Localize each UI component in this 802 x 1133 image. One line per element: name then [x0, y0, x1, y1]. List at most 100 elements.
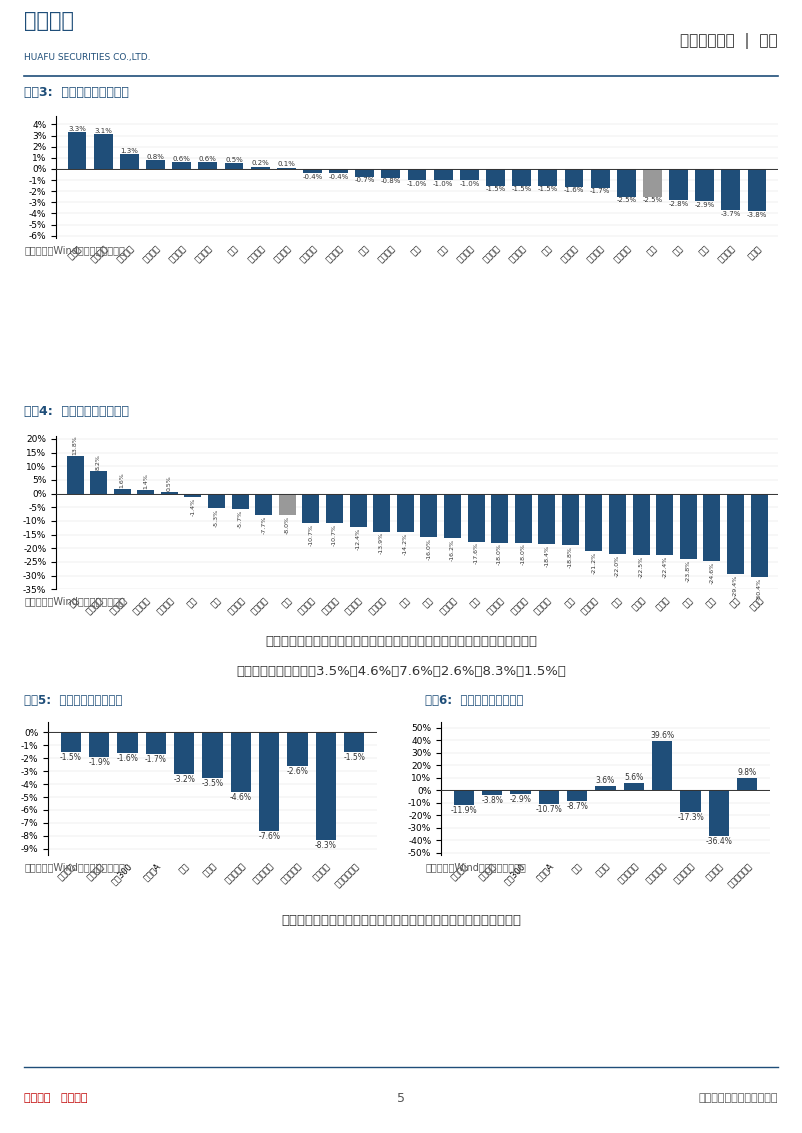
Bar: [460, 169, 479, 180]
Bar: [350, 494, 367, 528]
Text: -1.0%: -1.0%: [433, 180, 453, 187]
Text: -2.6%: -2.6%: [286, 767, 309, 776]
Text: -17.6%: -17.6%: [473, 543, 479, 564]
Bar: [198, 162, 217, 169]
Text: 0.5%: 0.5%: [167, 476, 172, 492]
Text: -1.5%: -1.5%: [485, 186, 505, 193]
Bar: [146, 160, 165, 169]
Bar: [643, 169, 662, 197]
Bar: [146, 732, 166, 755]
Bar: [727, 494, 744, 573]
Bar: [90, 471, 107, 494]
Text: -8.3%: -8.3%: [315, 841, 337, 850]
Text: -1.9%: -1.9%: [88, 758, 110, 767]
Text: -2.5%: -2.5%: [616, 197, 636, 203]
Text: 0.5%: 0.5%: [225, 156, 243, 163]
Bar: [538, 169, 557, 186]
Text: -0.4%: -0.4%: [302, 174, 322, 180]
Text: 图表6:  子板块年涨跌幅对比: 图表6: 子板块年涨跌幅对比: [425, 693, 524, 707]
Text: -1.0%: -1.0%: [407, 180, 427, 187]
Text: -1.6%: -1.6%: [564, 187, 584, 194]
Bar: [208, 494, 225, 508]
Text: -16.2%: -16.2%: [450, 538, 455, 561]
Bar: [225, 163, 243, 169]
Text: -1.5%: -1.5%: [343, 752, 365, 761]
Bar: [344, 732, 364, 751]
Text: -24.6%: -24.6%: [710, 562, 715, 583]
Text: 行业定期报告  |  汽车: 行业定期报告 | 汽车: [680, 33, 778, 49]
Text: -1.0%: -1.0%: [460, 180, 480, 187]
Text: -36.4%: -36.4%: [706, 837, 732, 846]
Text: 3.1%: 3.1%: [95, 128, 112, 134]
Bar: [67, 133, 87, 169]
Text: 39.6%: 39.6%: [650, 731, 674, 740]
Bar: [515, 494, 532, 543]
Bar: [539, 791, 559, 803]
Text: -1.7%: -1.7%: [145, 756, 167, 765]
Bar: [562, 494, 579, 545]
Text: 摩托车及其他分别下跌3.5%、4.6%、7.6%、2.6%、8.3%、1.5%。: 摩托车及其他分别下跌3.5%、4.6%、7.6%、2.6%、8.3%、1.5%。: [236, 665, 566, 679]
Text: 3.6%: 3.6%: [596, 776, 615, 785]
Bar: [567, 791, 587, 801]
Bar: [512, 169, 531, 186]
Text: 8.2%: 8.2%: [96, 454, 101, 470]
Text: -23.8%: -23.8%: [686, 560, 691, 581]
Text: -3.5%: -3.5%: [201, 778, 224, 787]
Bar: [669, 169, 688, 201]
Text: -13.9%: -13.9%: [379, 533, 384, 554]
Text: 数据来源：Wind、华福证券研究所: 数据来源：Wind、华福证券研究所: [24, 246, 125, 255]
Text: 诚信专业   发现价值: 诚信专业 发现价值: [24, 1093, 87, 1104]
Text: 0.6%: 0.6%: [172, 155, 191, 162]
Bar: [114, 489, 131, 494]
Bar: [407, 169, 427, 180]
Bar: [420, 494, 437, 537]
Text: 9.8%: 9.8%: [738, 768, 757, 777]
Bar: [747, 169, 767, 211]
Bar: [565, 169, 583, 187]
Bar: [117, 732, 138, 752]
Text: 0.2%: 0.2%: [251, 160, 269, 167]
Bar: [255, 494, 272, 514]
Text: -21.2%: -21.2%: [591, 552, 597, 574]
Text: -1.5%: -1.5%: [537, 186, 558, 193]
Text: 图表4:  各板块年涨跌幅对比: 图表4: 各板块年涨跌幅对比: [24, 406, 129, 418]
Text: -22.5%: -22.5%: [638, 556, 644, 578]
Text: -3.2%: -3.2%: [173, 775, 195, 784]
Bar: [231, 732, 251, 792]
Text: 3.3%: 3.3%: [68, 126, 86, 131]
Bar: [703, 494, 720, 561]
Bar: [609, 494, 626, 554]
Text: 1.3%: 1.3%: [120, 148, 138, 154]
Text: -0.8%: -0.8%: [381, 178, 401, 185]
Text: -1.6%: -1.6%: [116, 755, 139, 764]
Bar: [137, 489, 154, 494]
Text: -22.4%: -22.4%: [662, 555, 667, 578]
Text: 0.1%: 0.1%: [277, 161, 295, 168]
Text: -1.5%: -1.5%: [512, 186, 532, 193]
Text: 1.4%: 1.4%: [144, 474, 148, 489]
Bar: [751, 494, 768, 577]
Bar: [444, 494, 461, 538]
Bar: [656, 494, 673, 555]
Text: -4.6%: -4.6%: [230, 793, 252, 802]
Text: -5.3%: -5.3%: [214, 509, 219, 527]
Bar: [397, 494, 414, 533]
Text: -3.7%: -3.7%: [721, 211, 741, 216]
Text: -18.0%: -18.0%: [497, 544, 502, 565]
Bar: [202, 732, 223, 777]
Text: -18.8%: -18.8%: [568, 546, 573, 568]
Text: -10.7%: -10.7%: [536, 804, 562, 813]
Text: -18.0%: -18.0%: [520, 544, 525, 565]
Text: -17.3%: -17.3%: [677, 813, 704, 823]
Bar: [695, 169, 714, 202]
Text: -8.0%: -8.0%: [285, 517, 290, 535]
Text: -8.7%: -8.7%: [566, 802, 588, 811]
Text: -18.4%: -18.4%: [545, 545, 549, 566]
Text: -2.9%: -2.9%: [695, 202, 715, 207]
Text: -0.4%: -0.4%: [329, 174, 349, 180]
Text: -29.4%: -29.4%: [733, 574, 738, 597]
Bar: [89, 732, 109, 757]
Bar: [633, 494, 650, 555]
Text: 请务必阅读报告末页的声明: 请务必阅读报告末页的声明: [699, 1093, 778, 1104]
Bar: [303, 169, 322, 173]
